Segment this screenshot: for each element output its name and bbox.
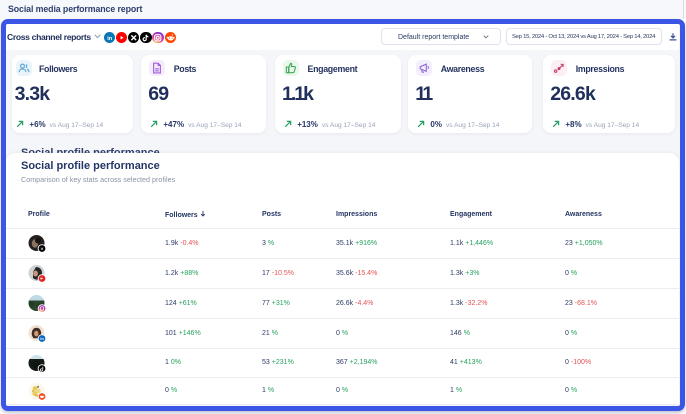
svg-text:in: in: [40, 336, 44, 341]
svg-text:✕: ✕: [40, 247, 44, 252]
svg-text:in: in: [107, 36, 113, 42]
